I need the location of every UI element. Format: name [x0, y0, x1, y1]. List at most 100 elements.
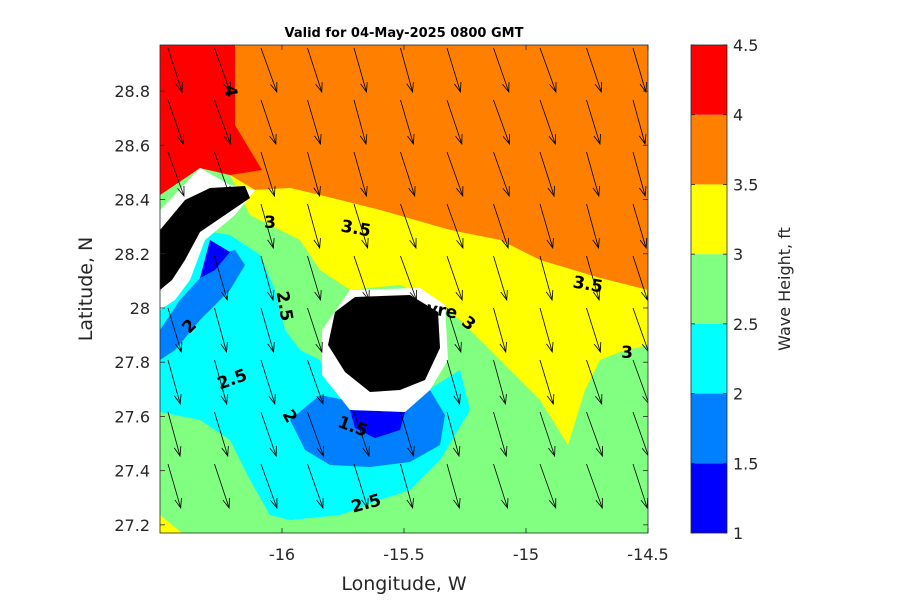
x-axis-label: Longitude, W [341, 573, 467, 595]
wind-arrow [400, 99, 415, 146]
wind-arrow [586, 99, 601, 146]
wind-arrow [586, 463, 603, 510]
colorbar-swatch [691, 463, 727, 533]
wind-arrow [260, 99, 277, 146]
wind-arrow [260, 359, 276, 406]
contour-label: 3 [264, 213, 276, 233]
wind-arrow [214, 359, 228, 406]
wind-arrow [539, 411, 556, 458]
wind-arrow [539, 99, 556, 146]
wind-arrow [260, 255, 275, 302]
wind-arrow [260, 203, 275, 250]
wind-arrow [446, 255, 463, 302]
band-1.5-2 [160, 250, 245, 360]
x-axis-ticks: -16 -15.5 -15 -14.5 [269, 45, 669, 564]
wind-arrow [167, 411, 182, 458]
wind-arrow [260, 307, 275, 354]
wind-arrow [167, 151, 185, 198]
wind-arrow [214, 463, 230, 510]
wind-arrow [307, 411, 324, 458]
wind-arrow [260, 463, 278, 510]
wind-arrow [167, 463, 182, 510]
colorbar-ticks: 1 1.5 2 2.5 3 3.5 4 4.5 [691, 36, 758, 543]
wind-arrow [493, 307, 507, 354]
colorbar-tick-label: 3 [733, 245, 743, 264]
colorbar-frame [690, 44, 728, 534]
contour-label: 4 [219, 84, 241, 99]
wind-arrow [632, 203, 648, 250]
wind-arrow [167, 359, 182, 406]
wind-arrow [632, 99, 647, 146]
wind-arrow [493, 255, 508, 302]
y-tick-label: 28.6 [114, 136, 150, 155]
wind-arrow [260, 151, 276, 198]
wind-arrow [167, 307, 183, 354]
x-tick-label: -14.5 [627, 545, 668, 564]
wind-arrow [539, 463, 557, 510]
wind-arrow [493, 359, 507, 406]
wind-arrow [586, 151, 601, 198]
wind-arrow [446, 463, 461, 510]
wind-arrow [167, 99, 184, 146]
wind-arrow [353, 463, 369, 510]
wind-arrow [214, 47, 231, 94]
wind-arrow [400, 47, 414, 94]
wind-arrow [539, 47, 557, 94]
wind-arrow [400, 463, 414, 510]
colorbar-tick-label: 4 [733, 106, 743, 125]
wind-arrow [539, 359, 555, 406]
colorbar-label: Wave Height, ft [775, 227, 794, 351]
contour-label: 3 [621, 343, 633, 363]
island-land [328, 295, 440, 392]
colorbar-tick-label: 3.5 [733, 175, 758, 194]
wind-arrow [446, 359, 461, 406]
wind-arrow [307, 99, 322, 146]
wind-arrow [632, 47, 647, 94]
wind-arrow [307, 151, 321, 198]
wind-arrow [167, 47, 183, 94]
wind-arrow [307, 47, 323, 94]
y-tick-label: 27.6 [114, 407, 150, 426]
band-3-3.5 [230, 175, 648, 445]
wind-arrow [586, 411, 603, 458]
wind-arrow [214, 255, 229, 302]
wind-arrow [632, 463, 648, 510]
wind-arrow [586, 203, 600, 250]
y-tick-label: 28.8 [114, 82, 150, 101]
colorbar-tick-label: 2 [733, 385, 743, 404]
wind-arrow [400, 255, 417, 302]
wind-arrow [307, 203, 321, 250]
colorbar-swatch [691, 114, 727, 185]
wind-arrow [214, 151, 231, 198]
wind-arrow [539, 307, 554, 354]
wind-arrow [446, 99, 463, 146]
wind-arrow [446, 151, 464, 198]
wind-arrow [214, 411, 229, 458]
wind-arrow [307, 255, 322, 302]
wind-arrow [446, 411, 461, 458]
wind-arrow [307, 307, 323, 354]
colorbar-swatch [691, 393, 727, 464]
wind-arrow [446, 307, 462, 354]
wind-arrow [632, 307, 648, 352]
x-tick-label: -16 [269, 545, 295, 564]
wind-arrow [214, 99, 231, 146]
wind-arrow [586, 359, 603, 406]
colorbar [691, 45, 727, 533]
wind-arrow [353, 203, 369, 250]
colorbar-tick-label: 1 [733, 524, 743, 543]
band-3-3.5-corner [160, 515, 182, 533]
wind-arrow [260, 411, 277, 458]
y-tick-label: 27.2 [114, 516, 150, 535]
wind-arrows [167, 47, 648, 510]
colorbar-swatch [691, 323, 727, 394]
colorbar-tick-label: 2.5 [733, 315, 758, 334]
colorbar-swatch [691, 254, 727, 324]
wind-arrow [446, 47, 462, 94]
wind-arrow [632, 359, 648, 404]
y-tick-label: 28.4 [114, 191, 150, 210]
band-4-4.5 [160, 45, 262, 195]
wind-arrow [353, 99, 368, 146]
band-3.5-4 [160, 45, 648, 290]
